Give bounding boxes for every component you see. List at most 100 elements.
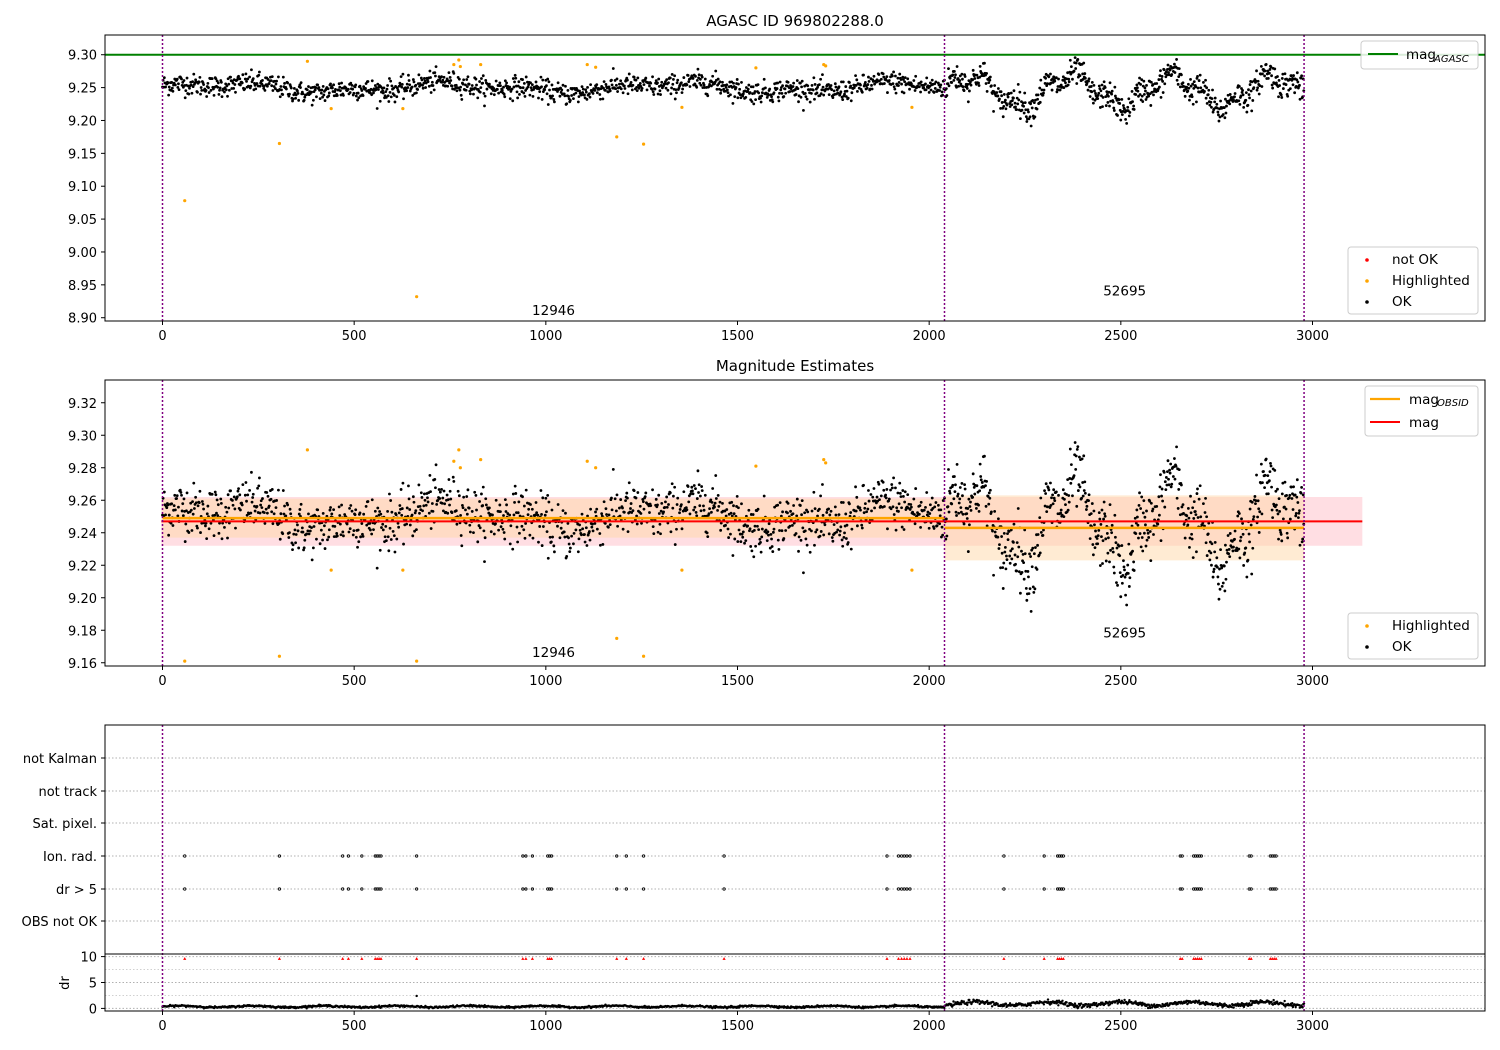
flag-marker-dr [1057,887,1062,891]
ok-point [734,86,738,89]
ok-point [789,509,792,513]
ok-point [993,530,997,534]
ok-point [200,500,204,503]
ok-point [1087,493,1091,497]
ok-point [194,501,198,505]
ok-point [298,83,302,87]
ok-point [448,75,452,79]
ok-point [897,502,901,506]
ok-point [743,541,746,545]
ok-point [805,543,809,547]
ok-point [643,495,647,498]
ok-point [821,73,824,77]
ok-point [560,88,564,92]
ok-point [884,493,888,497]
flag-marker-ion-rad [1057,854,1062,858]
ok-point [484,503,488,507]
ok-point [1248,507,1252,511]
ok-point [635,89,639,93]
ok-point [323,524,326,528]
ok-point [1241,522,1244,525]
ok-point [1294,514,1298,518]
ok-point [1248,96,1251,100]
ok-point [543,88,547,92]
ok-point [834,85,838,89]
ok-point [896,491,900,495]
ok-point [330,86,334,90]
ok-point [1140,536,1144,539]
ok-point [1280,96,1284,99]
ok-point [894,486,897,490]
ok-point [607,513,611,517]
flag-marker-dr [546,887,550,891]
ok-point [396,521,400,525]
ok-point [166,503,170,507]
panel1-xtick-label: 0 [158,329,166,344]
ok-point [567,542,571,546]
ok-point [1101,105,1104,109]
ok-point [1237,85,1241,88]
ok-point [957,511,961,515]
ok-point [796,87,800,90]
ok-point [223,90,226,94]
ok-point [746,87,750,91]
ok-point [460,98,464,101]
ok-point [988,496,992,500]
ok-point [1100,535,1103,538]
ok-point [399,75,403,79]
ok-point [1098,517,1102,521]
ok-point [721,80,724,84]
ok-point [897,81,901,84]
ok-point [898,72,902,76]
ok-point [419,491,423,495]
ok-point [1288,87,1292,91]
ok-point [1013,553,1017,557]
ok-point [797,549,800,553]
ok-point [407,73,410,77]
ok-point [312,525,316,528]
ok-point [229,75,232,79]
ok-point [675,91,678,95]
ok-point [1148,499,1152,503]
ok-point [832,523,836,527]
ok-point [930,78,934,82]
ok-point [399,488,403,491]
ok-point [773,505,777,509]
ok-point [875,495,879,499]
ok-point [909,505,913,509]
ok-point [375,107,379,110]
ok-point [513,73,517,77]
ok-point [996,87,1000,90]
ok-point [1027,110,1030,114]
ok-point [1104,104,1108,107]
ok-point [356,545,359,549]
ok-point [813,543,816,547]
ok-point [422,81,426,85]
ok-point [1054,490,1058,494]
ok-point [1013,101,1017,105]
ok-point [213,513,217,517]
ok-point [504,510,508,513]
ok-point [370,93,374,97]
ok-point [1039,78,1043,82]
ok-point [839,525,843,529]
flag-marker-dr [896,887,901,891]
ok-point [985,524,989,528]
ok-point [588,95,592,99]
ok-point [503,95,507,99]
ok-point [1273,468,1277,472]
ok-point [759,100,763,104]
ok-point [327,91,331,95]
panel2-ytick-label: 9.16 [68,657,97,672]
ok-point [1183,94,1187,98]
legend-label-ok: OK [1392,294,1413,310]
legend-label-highlighted: Highlighted [1392,273,1470,289]
ok-point [450,511,454,514]
ok-point [271,89,275,92]
ok-point [1178,85,1182,89]
ok-point [682,490,686,494]
ok-point [1211,575,1215,579]
ok-point [1002,104,1006,108]
ok-point [939,83,943,87]
ok-point [702,508,706,512]
